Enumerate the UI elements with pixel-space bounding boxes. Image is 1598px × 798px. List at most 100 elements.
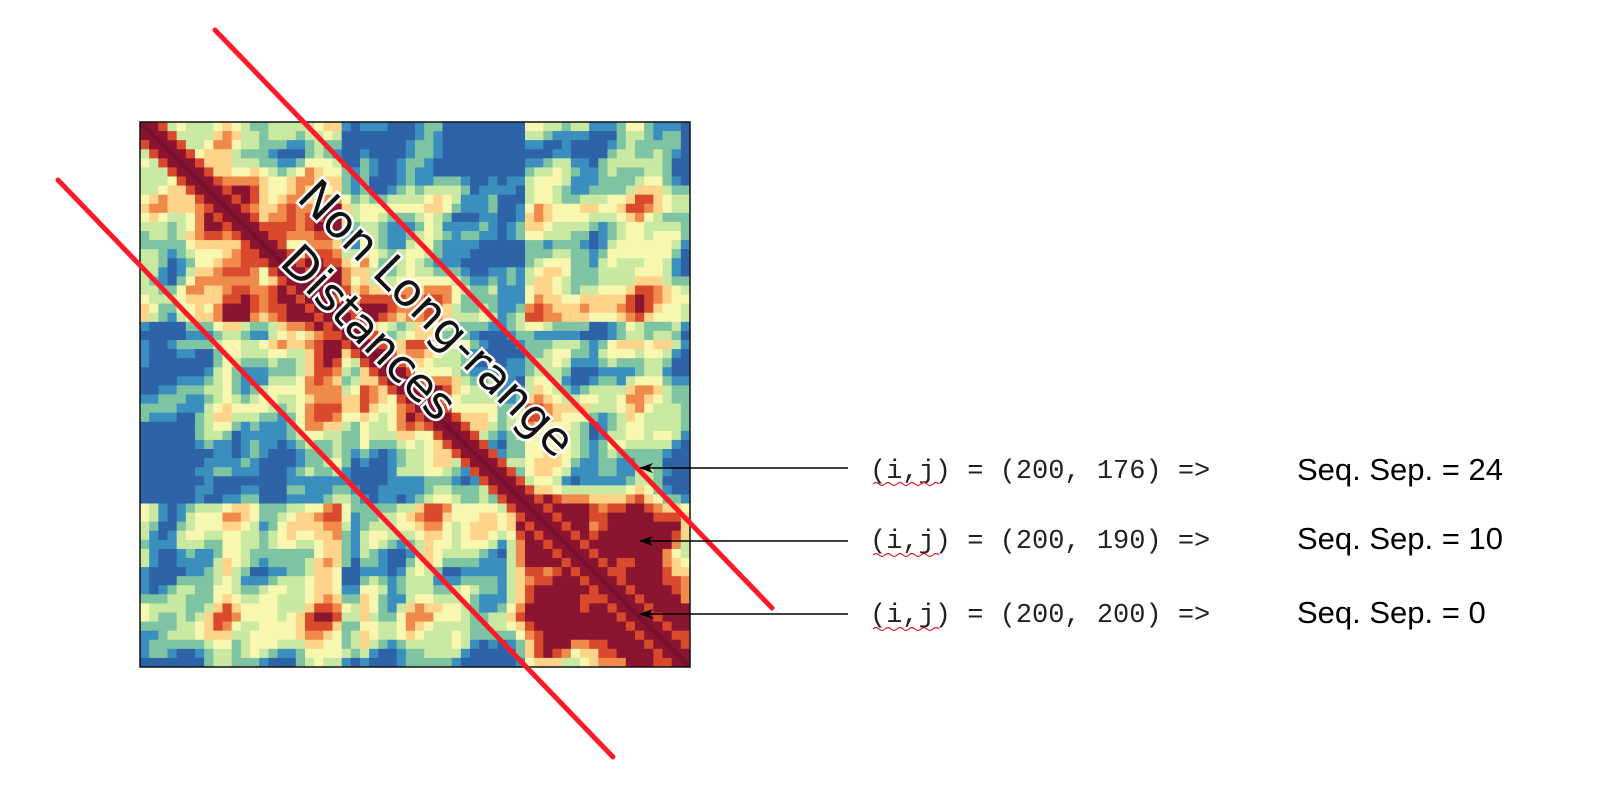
heatmap-cell xyxy=(176,421,187,432)
heatmap-cell xyxy=(204,258,214,268)
heatmap-cell xyxy=(680,530,690,541)
heatmap-cell xyxy=(185,430,196,441)
heatmap-cell xyxy=(442,358,453,368)
heatmap-cell xyxy=(635,403,645,414)
heatmap-cell xyxy=(305,548,315,559)
heatmap-cell xyxy=(625,657,636,667)
heatmap-cell xyxy=(616,167,627,178)
heatmap-cell xyxy=(442,430,453,441)
heatmap-cell xyxy=(460,467,471,477)
heatmap-cell xyxy=(396,449,407,459)
heatmap-cell xyxy=(488,439,499,450)
heatmap-cell xyxy=(222,449,233,459)
heatmap-cell xyxy=(570,131,581,141)
heatmap-cell xyxy=(350,376,361,387)
heatmap-cell xyxy=(378,330,389,341)
heatmap-cell xyxy=(314,312,324,323)
heatmap-cell xyxy=(653,657,664,667)
heatmap-cell xyxy=(506,521,517,532)
heatmap-cell xyxy=(680,412,690,423)
heatmap-cell xyxy=(470,203,480,214)
heatmap-cell xyxy=(277,367,288,377)
heatmap-cell xyxy=(369,648,379,659)
heatmap-cell xyxy=(396,503,407,514)
heatmap-cell xyxy=(185,330,196,341)
heatmap-cell xyxy=(662,430,673,441)
heatmap-cell xyxy=(167,585,178,595)
heatmap-cell xyxy=(506,476,517,486)
heatmap-cell xyxy=(525,158,535,169)
heatmap-cell xyxy=(277,294,288,305)
heatmap-cell xyxy=(140,231,150,241)
heatmap-cell xyxy=(149,394,159,405)
heatmap-cell xyxy=(662,449,673,459)
heatmap-cell xyxy=(213,149,224,159)
heatmap-cell xyxy=(460,212,471,223)
heatmap-cell xyxy=(625,149,636,159)
heatmap-cell xyxy=(213,485,224,496)
heatmap-cell xyxy=(295,439,306,450)
heatmap-cell xyxy=(671,294,682,305)
heatmap-cell xyxy=(460,585,471,595)
heatmap-cell xyxy=(671,512,682,523)
heatmap-cell xyxy=(286,385,297,396)
heatmap-cell xyxy=(515,603,526,614)
heatmap-cell xyxy=(561,648,572,659)
heatmap-cell xyxy=(570,657,581,667)
heatmap-cell xyxy=(140,394,150,405)
heatmap-cell xyxy=(625,131,636,141)
heatmap-cell xyxy=(259,185,269,196)
heatmap-cell xyxy=(240,303,251,314)
heatmap-cell xyxy=(222,394,233,405)
heatmap-cell xyxy=(570,367,581,377)
heatmap-cell xyxy=(497,330,508,341)
heatmap-cell xyxy=(525,412,535,423)
heatmap-cell xyxy=(314,358,324,368)
heatmap-cell xyxy=(387,621,398,632)
heatmap-cell xyxy=(580,485,590,496)
heatmap-cell xyxy=(497,194,508,205)
heatmap-cell xyxy=(204,412,214,423)
heatmap-cell xyxy=(625,594,636,605)
heatmap-cell xyxy=(268,530,279,541)
heatmap-cell xyxy=(295,312,306,323)
heatmap-cell xyxy=(506,358,517,368)
heatmap-cell xyxy=(543,140,554,150)
heatmap-cell xyxy=(470,539,480,550)
heatmap-cell xyxy=(488,385,499,396)
heatmap-cell xyxy=(625,476,636,486)
heatmap-cell xyxy=(240,539,251,550)
heatmap-cell xyxy=(259,276,269,287)
heatmap-cell xyxy=(497,512,508,523)
heatmap-cell xyxy=(387,503,398,514)
heatmap-cell xyxy=(442,567,453,577)
heatmap-cell xyxy=(231,657,242,667)
heatmap-cell xyxy=(460,358,471,368)
heatmap-cell xyxy=(653,321,664,332)
heatmap-cell xyxy=(607,240,618,250)
heatmap-cell xyxy=(167,530,178,541)
heatmap-cell xyxy=(360,367,370,377)
heatmap-cell xyxy=(195,657,205,667)
heatmap-cell xyxy=(140,203,150,214)
heatmap-cell xyxy=(552,158,563,169)
heatmap-cell xyxy=(176,476,187,486)
heatmap-cell xyxy=(185,648,196,659)
heatmap-cell xyxy=(204,449,214,459)
heatmap-cell xyxy=(552,639,563,650)
heatmap-cell xyxy=(369,285,379,296)
heatmap-cell xyxy=(250,603,260,614)
heatmap-cell xyxy=(387,421,398,432)
heatmap-cell xyxy=(323,258,334,268)
heatmap-cell xyxy=(415,630,425,641)
heatmap-cell xyxy=(405,312,416,323)
heatmap-cell xyxy=(607,258,618,268)
heatmap-cell xyxy=(268,539,279,550)
heatmap-cell xyxy=(195,530,205,541)
heatmap-cell xyxy=(240,612,251,623)
heatmap-cell xyxy=(286,140,297,150)
heatmap-cell xyxy=(460,503,471,514)
heatmap-cell xyxy=(515,312,526,323)
heatmap-cell xyxy=(158,567,169,577)
heatmap-cell xyxy=(332,603,343,614)
